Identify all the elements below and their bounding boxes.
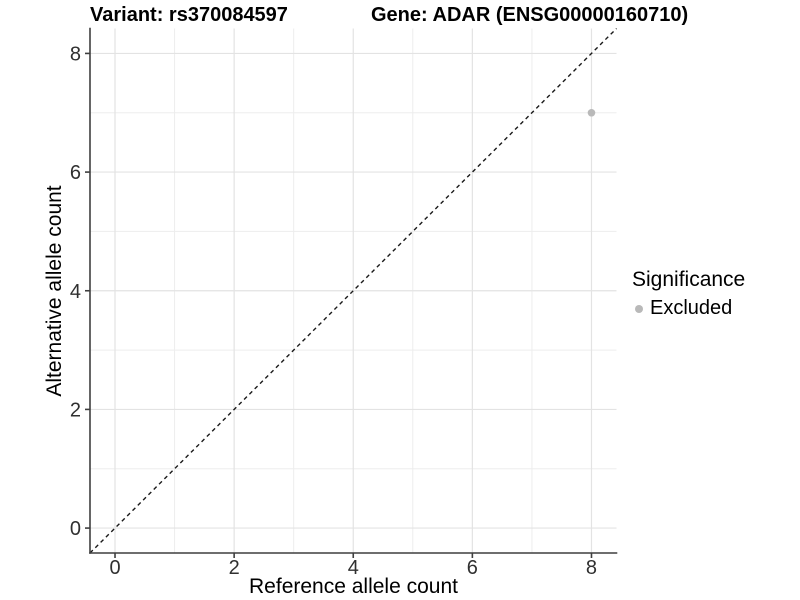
plot-title-gene: Gene: ADAR (ENSG00000160710) — [371, 4, 689, 26]
y-tick-label: 0 — [70, 518, 81, 540]
x-tick-label: 0 — [109, 557, 120, 579]
y-tick-label: 4 — [70, 281, 81, 303]
legend-circle-marker-icon — [635, 304, 643, 313]
axis-ticks — [85, 52, 593, 558]
identity-dashed-line — [89, 28, 617, 554]
gridlines-major — [90, 28, 617, 553]
data-points — [587, 108, 596, 117]
x-axis-title: Reference allele count — [249, 575, 458, 598]
x-tick-label: 8 — [586, 557, 597, 579]
plot-title-variant: Variant: rs370084597 — [90, 4, 288, 26]
x-tick-label: 2 — [229, 557, 240, 579]
x-tick-label: 6 — [467, 557, 478, 579]
y-tick-label: 8 — [70, 43, 81, 65]
axis-tick-labels: 0 2 4 6 8 0 2 4 6 8 — [70, 43, 597, 579]
y-tick-label: 2 — [70, 399, 81, 421]
identity-dashed-line-group — [89, 28, 617, 554]
legend-title: Significance — [632, 268, 746, 291]
x-tick-label: 4 — [348, 557, 359, 579]
legend-entry-excluded: Excluded — [632, 297, 745, 320]
y-tick-label: 6 — [70, 162, 81, 184]
data-point — [587, 108, 596, 117]
y-axis-title: Alternative allele count — [43, 185, 66, 397]
legend: Significance Excluded — [632, 268, 745, 320]
legend-entry-label: Excluded — [650, 297, 733, 319]
